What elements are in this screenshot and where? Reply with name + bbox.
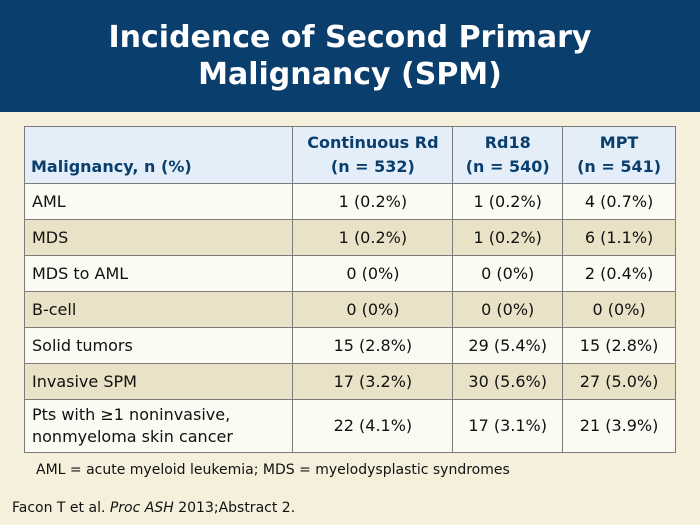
row-label-line2: nonmyeloma skin cancer <box>32 427 233 446</box>
row-label: B-cell <box>23 291 294 328</box>
header-rd18: Rd18 (n = 540) <box>452 126 564 184</box>
row-label: MDS to AML <box>23 255 294 292</box>
row-label: Invasive SPM <box>23 363 294 400</box>
cell-continuous-rd: 1 (0.2%) <box>292 183 454 220</box>
cell-continuous-rd: 1 (0.2%) <box>292 219 454 256</box>
cell-mpt: 4 (0.7%) <box>562 183 676 220</box>
header-malignancy-label: Malignancy, n (%) <box>31 157 192 176</box>
row-label: Solid tumors <box>23 327 294 364</box>
row-label: Pts with ≥1 noninvasive, nonmyeloma skin … <box>23 399 294 453</box>
row-label: MDS <box>23 219 294 256</box>
header-continuous-rd: Continuous Rd (n = 532) <box>292 126 454 184</box>
cell-mpt: 6 (1.1%) <box>562 219 676 256</box>
table-row: MDS 1 (0.2%) 1 (0.2%) 6 (1.1%) <box>23 219 676 256</box>
cell-mpt: 21 (3.9%) <box>562 399 676 453</box>
table-header-row: Malignancy, n (%) Continuous Rd (n = 532)… <box>23 126 676 184</box>
header-rd18-name: Rd18 <box>484 133 531 152</box>
cell-mpt: 15 (2.8%) <box>562 327 676 364</box>
table-row: B-cell 0 (0%) 0 (0%) 0 (0%) <box>23 291 676 328</box>
header-mpt-name: MPT <box>599 133 639 152</box>
cell-continuous-rd: 15 (2.8%) <box>292 327 454 364</box>
cell-mpt: 27 (5.0%) <box>562 363 676 400</box>
table-row: MDS to AML 0 (0%) 0 (0%) 2 (0.4%) <box>23 255 676 292</box>
cell-mpt: 2 (0.4%) <box>562 255 676 292</box>
row-label: AML <box>23 183 294 220</box>
cell-rd18: 29 (5.4%) <box>452 327 564 364</box>
abbreviation-footnote: AML = acute myeloid leukemia; MDS = myel… <box>36 462 510 478</box>
cell-rd18: 1 (0.2%) <box>452 183 564 220</box>
header-continuous-rd-name: Continuous Rd <box>307 133 439 152</box>
spm-table: Malignancy, n (%) Continuous Rd (n = 532)… <box>23 126 676 453</box>
slide-title: Incidence of Second Primary Malignancy (… <box>108 20 592 92</box>
row-label-line1: Pts with ≥1 noninvasive, <box>32 405 231 424</box>
cell-rd18: 1 (0.2%) <box>452 219 564 256</box>
cell-continuous-rd: 17 (3.2%) <box>292 363 454 400</box>
cell-rd18: 17 (3.1%) <box>452 399 564 453</box>
cell-continuous-rd: 0 (0%) <box>292 291 454 328</box>
citation-details: 2013;Abstract 2. <box>178 500 296 516</box>
cell-continuous-rd: 22 (4.1%) <box>292 399 454 453</box>
table-row: Pts with ≥1 noninvasive, nonmyeloma skin … <box>23 399 676 453</box>
cell-rd18: 0 (0%) <box>452 291 564 328</box>
table-row: Solid tumors 15 (2.8%) 29 (5.4%) 15 (2.8… <box>23 327 676 364</box>
cell-mpt: 0 (0%) <box>562 291 676 328</box>
citation-journal: Proc ASH <box>109 500 174 516</box>
header-continuous-rd-n: (n = 532) <box>330 157 415 176</box>
cell-rd18: 30 (5.6%) <box>452 363 564 400</box>
header-mpt-n: (n = 541) <box>577 157 662 176</box>
title-bar: Incidence of Second Primary Malignancy (… <box>0 0 700 112</box>
cell-rd18: 0 (0%) <box>452 255 564 292</box>
cell-continuous-rd: 0 (0%) <box>292 255 454 292</box>
header-malignancy: Malignancy, n (%) <box>23 126 294 184</box>
citation-authors: Facon T et al. <box>12 500 106 516</box>
table-row: AML 1 (0.2%) 1 (0.2%) 4 (0.7%) <box>23 183 676 220</box>
header-mpt: MPT (n = 541) <box>562 126 676 184</box>
citation: Facon T et al. Proc ASH 2013;Abstract 2. <box>12 500 295 516</box>
header-rd18-n: (n = 540) <box>465 157 550 176</box>
table-row: Invasive SPM 17 (3.2%) 30 (5.6%) 27 (5.0… <box>23 363 676 400</box>
